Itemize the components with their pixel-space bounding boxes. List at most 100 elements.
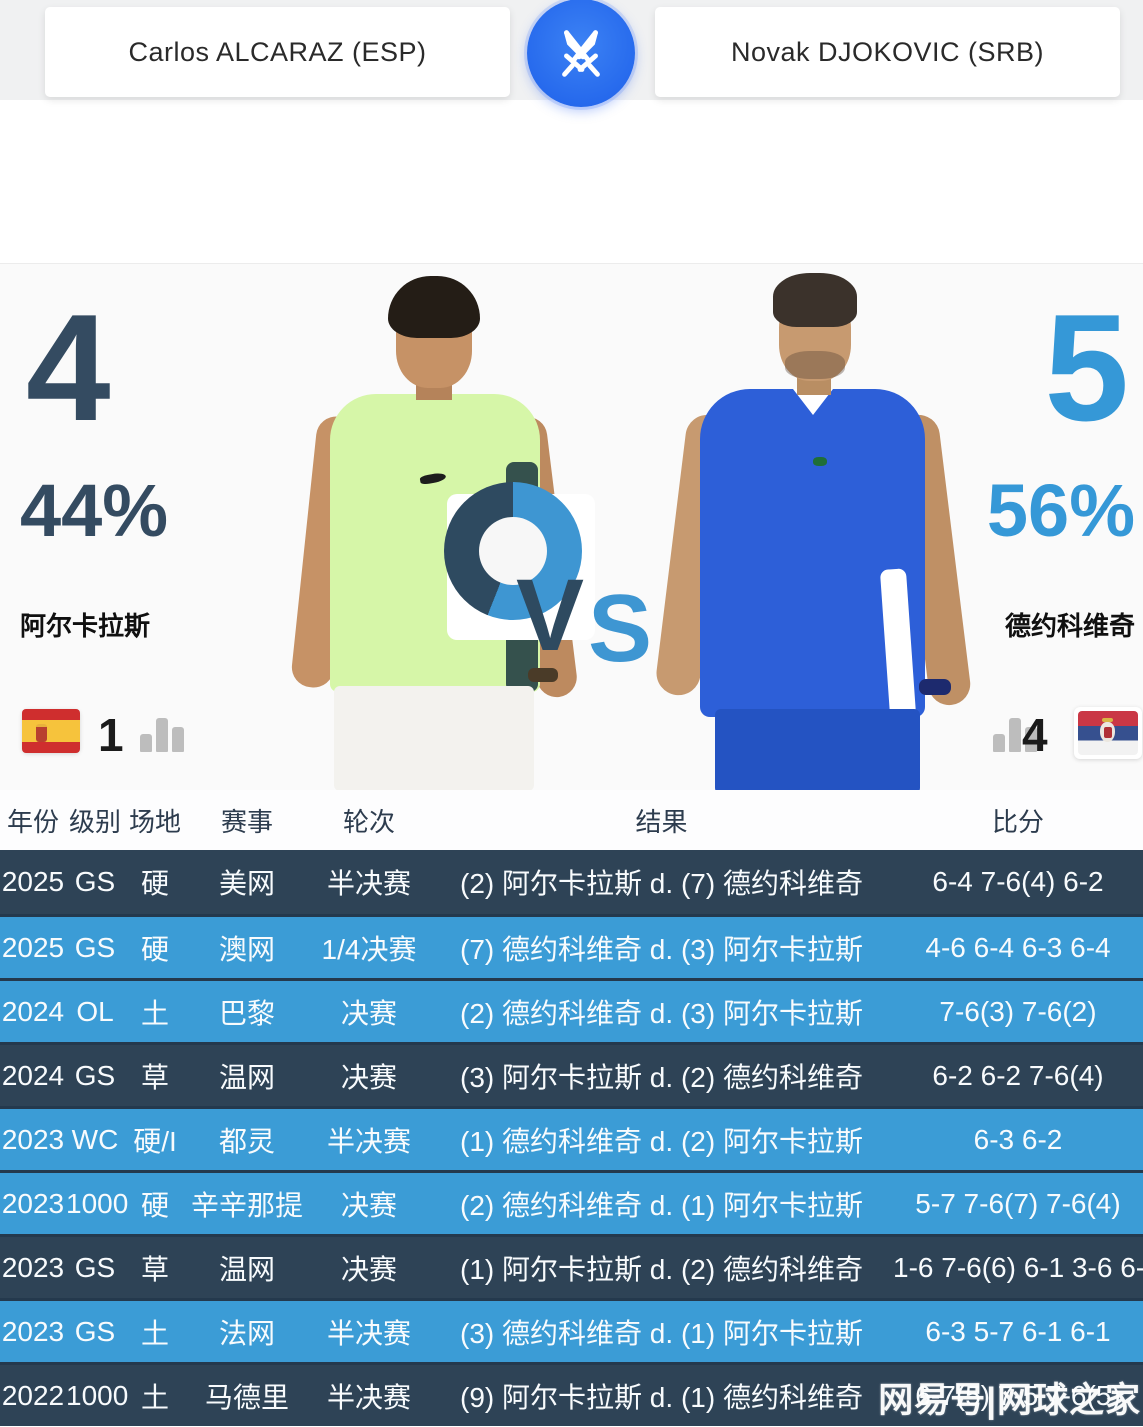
cell-level: 1000 [66, 1187, 129, 1219]
cell-surface: 草 [140, 1253, 169, 1285]
cell-result: (2) 德约科维奇 d. (3) 阿尔卡拉斯 [460, 997, 863, 1029]
cell-surface: 硬 [140, 933, 169, 965]
head-to-head-panel: 4 5 44% 56% 阿尔卡拉斯 德约科维奇 V S 1 [0, 263, 1143, 792]
match-row[interactable]: 2025 GS 硬 美网 半决赛 (2) 阿尔卡拉斯 d. (7) 德约科维奇 … [0, 850, 1143, 914]
cell-year: 2023 [1, 1251, 65, 1283]
cell-surface: 土 [140, 997, 169, 1029]
col-round: 轮次 [342, 806, 395, 837]
vs-letter-s: S [588, 575, 653, 682]
player-select-right[interactable]: Novak DJOKOVIC (SRB) [655, 7, 1120, 97]
djokovic-wins-count: 5 [1044, 283, 1129, 453]
cell-surface: 土 [140, 1317, 169, 1349]
cell-score: 6-7(5) 7-5 7-6(5) [915, 1379, 1121, 1411]
player-photo-djokovic [645, 269, 990, 791]
player-left-label: Carlos ALCARAZ (ESP) [128, 36, 427, 67]
cell-result: (1) 德约科维奇 d. (2) 阿尔卡拉斯 [460, 1125, 863, 1157]
cell-level: GS [74, 866, 116, 897]
cell-surface: 硬/I [133, 1125, 177, 1157]
col-event: 赛事 [220, 806, 273, 837]
cell-score: 1-6 7-6(6) 6-1 3-6 6-4 [893, 1251, 1143, 1283]
alcaraz-wins-count: 4 [26, 283, 111, 453]
vs-letter-v: V [516, 558, 585, 672]
cell-event: 温网 [218, 1061, 275, 1093]
alcaraz-rank: 1 [98, 709, 124, 761]
cell-surface: 硬 [140, 868, 169, 899]
cell-score: 6-3 6-2 [973, 1123, 1063, 1155]
cell-score: 5-7 7-6(7) 7-6(4) [915, 1187, 1121, 1219]
col-score: 比分 [991, 806, 1044, 837]
cell-result: (3) 阿尔卡拉斯 d. (2) 德约科维奇 [460, 1061, 863, 1093]
alcaraz-win-percent: 44% [20, 469, 169, 552]
alcaraz-name-cn: 阿尔卡拉斯 [20, 611, 151, 641]
match-row[interactable]: 2025 GS 硬 澳网 1/4决赛 (7) 德约科维奇 d. (3) 阿尔卡拉… [0, 914, 1143, 978]
cell-level: GS [74, 1315, 116, 1347]
cell-event: 澳网 [218, 933, 275, 965]
cell-level: GS [74, 1059, 116, 1091]
cell-year: 2022 [1, 1379, 65, 1411]
cell-year: 2025 [1, 866, 65, 897]
results-table-header: 年份 级别 场地 赛事 轮次 结果 比分 [0, 790, 1143, 850]
cell-score: 6-3 5-7 6-1 6-1 [925, 1315, 1111, 1347]
cell-round: 1/4决赛 [321, 933, 417, 965]
col-level: 级别 [68, 806, 121, 837]
match-row[interactable]: 2023 WC 硬/I 都灵 半决赛 (1) 德约科维奇 d. (2) 阿尔卡拉… [0, 1106, 1143, 1170]
cell-round: 决赛 [340, 1061, 397, 1093]
player-right-label: Novak DJOKOVIC (SRB) [730, 36, 1045, 67]
cell-year: 2023 [1, 1187, 65, 1219]
cell-round: 决赛 [340, 1253, 397, 1285]
match-row[interactable]: 2023 GS 土 法网 半决赛 (3) 德约科维奇 d. (1) 阿尔卡拉斯 … [0, 1298, 1143, 1362]
cell-round: 半决赛 [326, 868, 411, 899]
cell-round: 决赛 [340, 997, 397, 1029]
cell-result: (1) 阿尔卡拉斯 d. (2) 德约科维奇 [460, 1253, 863, 1285]
vs-donut-chart [444, 482, 582, 620]
cell-result: (9) 阿尔卡拉斯 d. (1) 德约科维奇 [460, 1381, 863, 1413]
cell-level: GS [74, 931, 116, 963]
cell-year: 2023 [1, 1315, 65, 1347]
serbia-crest-icon [1102, 718, 1113, 722]
djokovic-win-percent: 56% [986, 469, 1135, 552]
player-select-left[interactable]: Carlos ALCARAZ (ESP) [45, 7, 510, 97]
stats-bars-icon[interactable] [140, 718, 184, 752]
cell-event: 温网 [218, 1253, 275, 1285]
col-surface: 场地 [128, 806, 181, 837]
cell-event: 美网 [218, 868, 275, 899]
cell-surface: 土 [140, 1381, 169, 1413]
match-row[interactable]: 2024 OL 土 巴黎 决赛 (2) 德约科维奇 d. (3) 阿尔卡拉斯 7… [0, 978, 1143, 1042]
djokovic-name-cn: 德约科维奇 [1004, 611, 1135, 641]
cell-event: 马德里 [204, 1381, 289, 1413]
stats-bars-icon[interactable] [993, 718, 1037, 752]
versus-button[interactable] [527, 0, 635, 107]
cell-year: 2024 [1, 1059, 65, 1091]
cell-result: (3) 德约科维奇 d. (1) 阿尔卡拉斯 [460, 1317, 863, 1349]
cell-event: 都灵 [218, 1125, 275, 1157]
spain-flag [22, 709, 80, 753]
cell-year: 2025 [1, 931, 65, 963]
match-row[interactable]: 2022 1000 土 马德里 半决赛 (9) 阿尔卡拉斯 d. (1) 德约科… [0, 1362, 1143, 1426]
cell-round: 决赛 [340, 1189, 397, 1221]
cell-score: 6-2 6-2 7-6(4) [932, 1059, 1104, 1091]
cell-score: 7-6(3) 7-6(2) [939, 995, 1097, 1027]
cell-result: (2) 阿尔卡拉斯 d. (7) 德约科维奇 [460, 868, 863, 899]
cell-year: 2024 [1, 995, 65, 1027]
cell-event: 法网 [218, 1317, 275, 1349]
cell-surface: 硬 [140, 1189, 169, 1221]
cell-event: 巴黎 [218, 997, 275, 1029]
cell-level: WC [71, 1123, 119, 1155]
match-row[interactable]: 2024 GS 草 温网 决赛 (3) 阿尔卡拉斯 d. (2) 德约科维奇 6… [0, 1042, 1143, 1106]
match-row[interactable]: 2023 1000 硬 辛辛那提 决赛 (2) 德约科维奇 d. (1) 阿尔卡… [0, 1170, 1143, 1234]
cell-round: 半决赛 [326, 1125, 411, 1157]
crossed-swords-icon [562, 30, 600, 77]
cell-surface: 草 [140, 1061, 169, 1093]
cell-event: 辛辛那提 [190, 1189, 303, 1221]
col-result: 结果 [635, 806, 688, 837]
cell-round: 半决赛 [326, 1381, 411, 1413]
cell-result: (2) 德约科维奇 d. (1) 阿尔卡拉斯 [460, 1189, 863, 1221]
cell-score: 4-6 6-4 6-3 6-4 [925, 931, 1111, 963]
results-table: 2025 GS 硬 美网 半决赛 (2) 阿尔卡拉斯 d. (7) 德约科维奇 … [0, 850, 1143, 1427]
col-year: 年份 [6, 806, 59, 837]
site-watermark: 网易号|网球之家 [878, 1381, 1141, 1420]
djokovic-rank: 4 [1022, 709, 1048, 761]
match-row[interactable]: 2023 GS 草 温网 决赛 (1) 阿尔卡拉斯 d. (2) 德约科维奇 1… [0, 1234, 1143, 1298]
spain-crest-icon [36, 724, 47, 742]
